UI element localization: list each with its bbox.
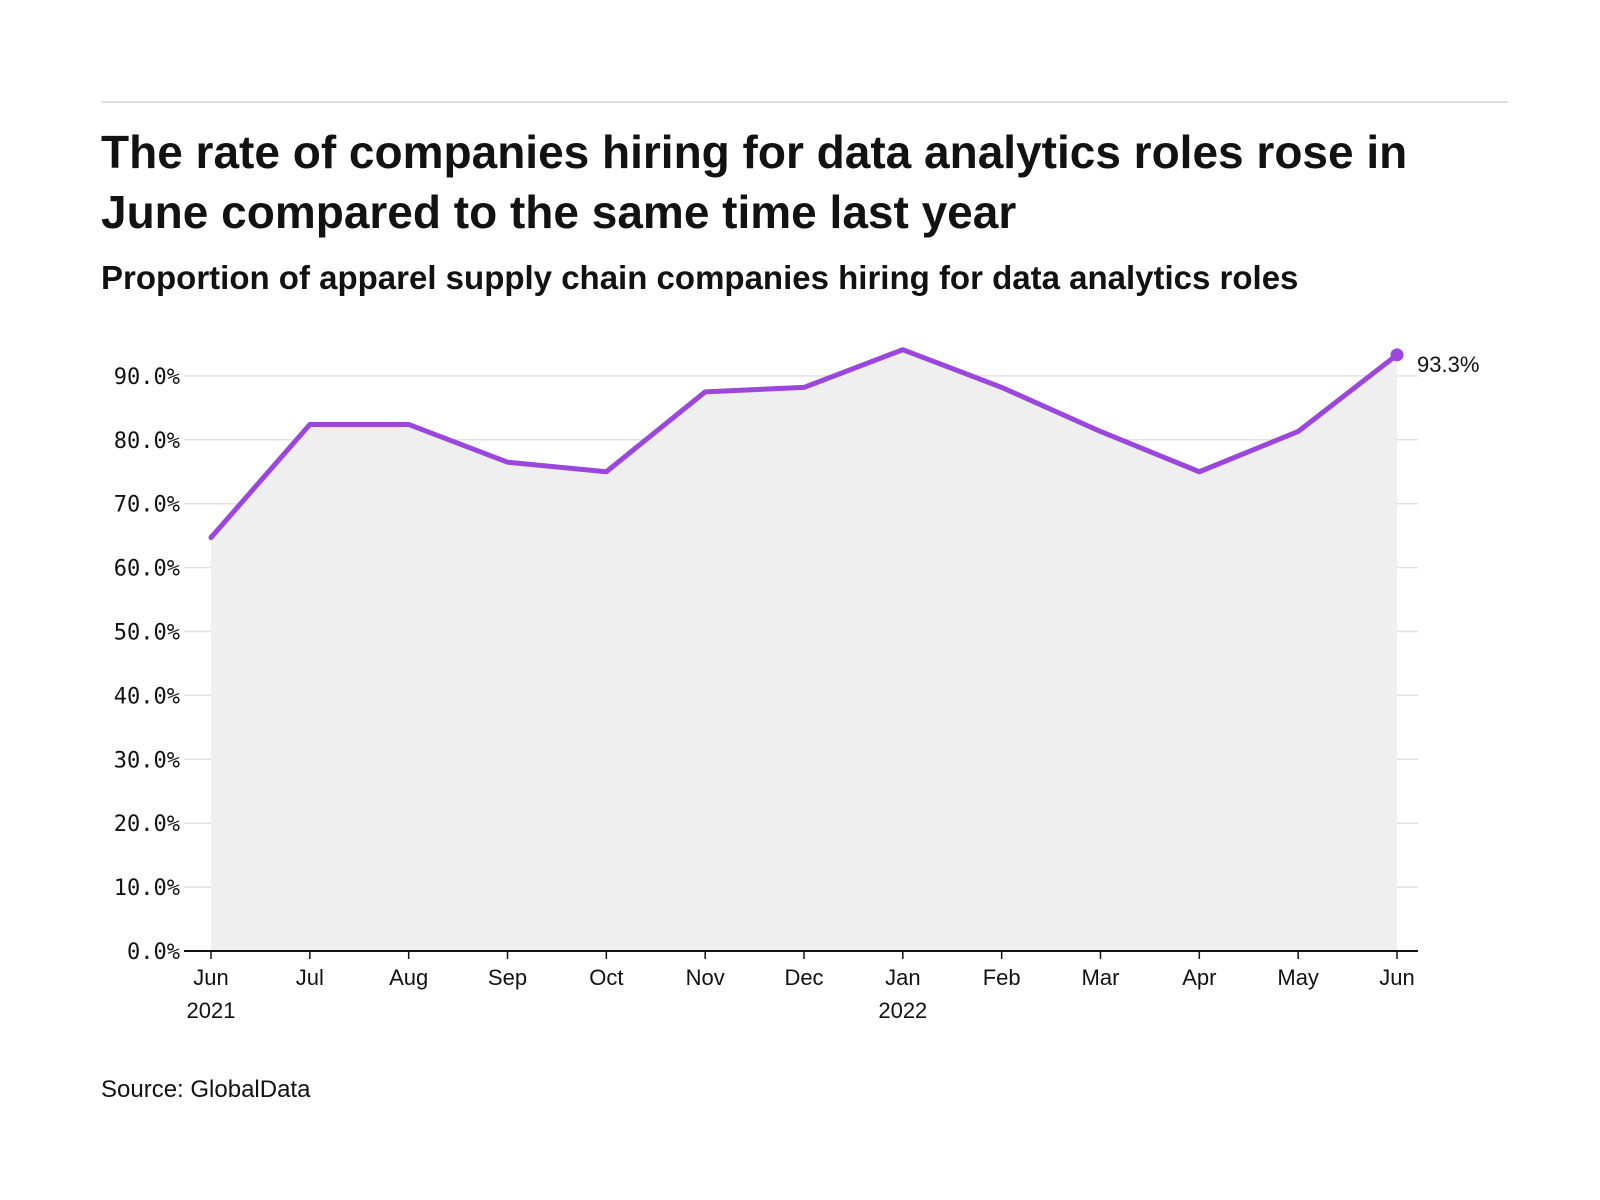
y-tick-label: 80.0% — [114, 429, 180, 454]
x-tick-label-month: Oct — [589, 965, 623, 990]
y-tick-label: 60.0% — [114, 557, 180, 582]
x-tick-label-month: Aug — [389, 965, 428, 990]
y-tick-label: 0.0% — [127, 940, 180, 965]
x-tick-label-month: Dec — [784, 965, 823, 990]
y-tick-label: 90.0% — [114, 365, 180, 390]
x-tick-label-month: May — [1277, 965, 1319, 990]
x-tick-label-month: Jun — [1379, 965, 1414, 990]
end-point-marker — [1390, 348, 1404, 362]
y-tick-label: 20.0% — [114, 812, 180, 837]
x-tick-label-month: Jan — [885, 965, 920, 990]
series-line — [208, 347, 1400, 541]
chart-title: The rate of companies hiring for data an… — [101, 126, 1408, 238]
y-tick-label: 40.0% — [114, 684, 180, 709]
y-tick-labels: 0.0% 10.0% 20.0% 30.0% 40.0% 50.0% 60.0% 70.0% 8… — [114, 365, 180, 965]
x-tick-marks — [210, 951, 1398, 959]
y-tick-label: 10.0% — [114, 876, 180, 901]
area-fill — [211, 349, 1397, 951]
x-tick-label-month: Feb — [983, 965, 1021, 990]
y-tick-label: 30.0% — [114, 748, 180, 773]
x-tick-labels: Jun 2021 Jul Aug Sep Oct Nov Dec Jan 2022 Feb Mar Ap… — [187, 965, 1415, 1023]
x-tick-label-month: Sep — [488, 965, 527, 990]
top-divider — [101, 101, 1508, 103]
x-tick-label-year: 2022 — [878, 998, 927, 1023]
x-tick-label-year: 2021 — [187, 998, 236, 1023]
x-tick-label-month: Jul — [296, 965, 324, 990]
x-tick-label-month: Apr — [1182, 965, 1216, 990]
chart-subtitle: Proportion of apparel supply chain compa… — [101, 259, 1299, 296]
x-tick-label-month: Jun — [193, 965, 228, 990]
source-note: Source: GlobalData — [101, 1076, 311, 1103]
x-tick-label-month: Mar — [1082, 965, 1120, 990]
x-tick-label-month: Nov — [686, 965, 725, 990]
y-tick-label: 50.0% — [114, 621, 180, 646]
end-point-label: 93.3% — [1417, 352, 1479, 377]
y-tick-label: 70.0% — [114, 493, 180, 518]
